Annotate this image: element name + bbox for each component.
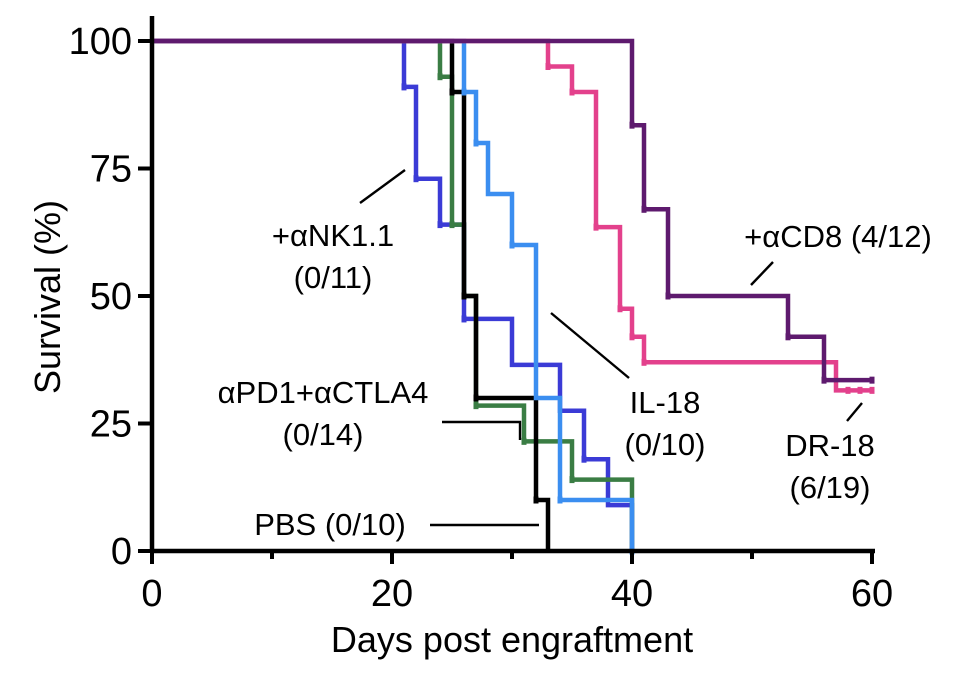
ticks-layer: 0 25 50 75 100 0 20 40 60 (69, 21, 894, 615)
annotation-label: IL-18 (630, 385, 701, 420)
annotation-label: +αNK1.1 (272, 218, 394, 253)
annotation-label: DR-18 (785, 428, 875, 463)
annotation-label: αPD1+αCTLA4 (218, 375, 429, 410)
annotation-label: (0/14) (283, 417, 364, 452)
annotation-label: (0/10) (625, 427, 706, 462)
annotation-leader-line (846, 402, 863, 422)
series-line-0 (152, 38, 635, 551)
series-line-5 (152, 38, 872, 383)
x-tick-label: 60 (851, 573, 893, 615)
series-layer (152, 38, 875, 555)
annotation-label: PBS (0/10) (254, 507, 406, 542)
y-tick-label: 75 (90, 149, 132, 191)
y-tick-label: 100 (69, 21, 132, 63)
x-tick-label: 20 (371, 573, 413, 615)
series-line-2 (152, 38, 551, 551)
annotation-leader-line (359, 169, 406, 204)
y-axis-title: Survival (%) (27, 200, 68, 394)
series-line-4 (152, 38, 872, 393)
x-axis-title: Days post engraftment (331, 619, 693, 660)
series-line-3 (152, 38, 635, 551)
annotation-leader-line (442, 420, 522, 440)
annotation-label: (6/19) (790, 470, 871, 505)
annotation-leader-line (550, 312, 630, 379)
annotation-leader-line (750, 261, 774, 286)
annotation-label: +αCD8 (4/12) (744, 219, 932, 254)
y-tick-label: 0 (111, 531, 132, 573)
x-tick-label: 40 (611, 573, 653, 615)
x-tick-label: 0 (141, 573, 162, 615)
y-tick-label: 50 (90, 276, 132, 318)
annotation-label: (0/11) (294, 260, 373, 295)
y-tick-label: 25 (90, 404, 132, 446)
annotations-layer: +αNK1.1 (0/11) αPD1+αCTLA4 (0/14) PBS (0/10)… (218, 169, 932, 542)
axes-layer (149, 16, 875, 554)
